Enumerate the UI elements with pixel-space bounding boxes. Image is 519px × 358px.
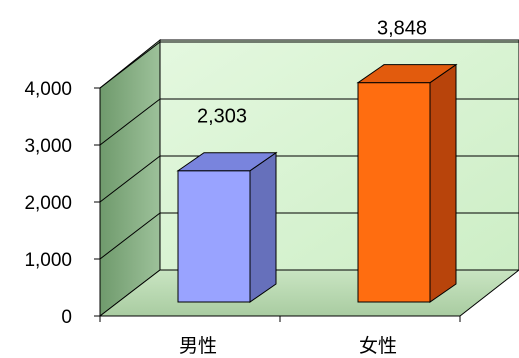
y-tick-label: 3,000 [24,136,72,157]
bar-2-data-label: 3,848 [377,18,427,40]
y-tick-label: 4,000 [24,79,72,100]
bar-2-top [356,64,458,84]
bar-1-data-label: 2,303 [197,106,247,128]
bar-2-front [357,82,431,303]
gridline-side [99,212,161,260]
gridline-side [99,155,161,203]
x-category-label-2: 女性 [359,335,397,357]
bar-1-top [176,152,278,172]
bar-1-front [177,170,251,303]
bar-2-side [429,63,457,303]
y-tick-label: 0 [61,307,72,328]
y-tick-label: 1,000 [24,250,72,271]
bar-1-side [249,151,277,303]
gridline-side [99,98,161,146]
x-category-label-1: 男性 [179,335,217,357]
gridline-side [99,41,161,89]
y-tick-label: 2,000 [24,193,72,214]
